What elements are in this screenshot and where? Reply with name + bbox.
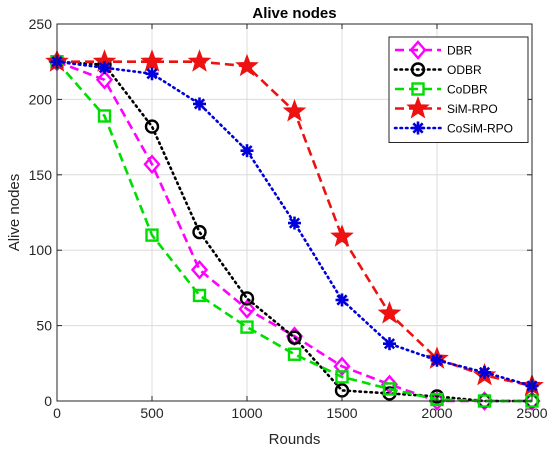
x-tick-label: 1000 — [231, 405, 262, 421]
series-codbr — [50, 55, 539, 408]
data-point-codbr — [97, 109, 112, 123]
legend-marker-dbr — [409, 40, 427, 60]
legend-marker-cosim-rpo — [411, 121, 425, 135]
x-axis-label: Rounds — [269, 431, 321, 448]
data-point-codbr — [287, 347, 302, 361]
legend-entry-dbr: DBR — [395, 40, 473, 60]
data-point-cosim-rpo — [383, 337, 396, 351]
legend-label-sim-rpo: SiM-RPO — [447, 102, 498, 116]
x-tick-label: 500 — [140, 405, 164, 421]
x-tick-label: 2500 — [516, 405, 547, 421]
y-tick-label: 50 — [36, 318, 52, 334]
chart-title: Alive nodes — [252, 5, 336, 22]
data-point-sim-rpo — [140, 49, 164, 72]
legend-entry-cosim-rpo: CoSiM-RPO — [393, 121, 513, 136]
data-point-dbr — [143, 154, 161, 175]
data-point-cosim-rpo — [145, 67, 159, 81]
plot-border — [56, 23, 533, 402]
data-point-sim-rpo — [377, 301, 402, 324]
y-tick-label: 150 — [29, 167, 53, 183]
data-point-sim-rpo — [330, 224, 354, 247]
x-tick-label: 2000 — [421, 405, 452, 421]
series-line-codbr — [56, 60, 532, 403]
data-point-cosim-rpo — [335, 293, 349, 307]
data-point-cosim-rpo — [288, 216, 301, 230]
legend-entry-odbr: ODBR — [393, 62, 482, 77]
data-point-sim-rpo — [187, 49, 212, 72]
data-point-dbr — [380, 374, 399, 395]
legend-marker-codbr — [411, 82, 425, 96]
data-point-dbr — [333, 356, 351, 377]
data-point-cosim-rpo — [430, 353, 444, 367]
legend-label-cosim-rpo: CoSiM-RPO — [447, 122, 513, 136]
data-point-codbr — [192, 288, 207, 303]
y-tick-label: 100 — [29, 242, 53, 258]
data-point-codbr — [240, 320, 254, 334]
data-point-codbr — [430, 392, 444, 407]
legend-label-codbr: CoDBR — [447, 83, 488, 97]
y-tick-label: 250 — [29, 16, 53, 32]
legend-label-dbr: DBR — [447, 44, 473, 58]
data-point-odbr — [239, 291, 255, 306]
y-axis-label: Alive nodes — [6, 174, 23, 252]
legend-label-odbr: ODBR — [447, 63, 482, 77]
data-point-sim-rpo — [282, 99, 307, 122]
data-point-cosim-rpo — [240, 144, 254, 158]
y-tick-label: 200 — [29, 91, 53, 107]
data-point-codbr — [335, 370, 349, 384]
x-tick-label: 1500 — [326, 405, 357, 421]
data-point-dbr — [190, 259, 209, 280]
series-line-odbr — [55, 60, 534, 403]
y-tick-label: 0 — [44, 393, 52, 409]
legend: DBR ODBR CoDBR SiM-RPO CoSiM-RPO — [388, 36, 529, 143]
data-point-sim-rpo — [235, 53, 259, 77]
legend-entry-sim-rpo: SiM-RPO — [395, 96, 498, 119]
ticks: 0 500 1000 1500 2000 2500 0 50 100 150 200 250 — [29, 16, 548, 421]
data-point-odbr — [192, 224, 207, 240]
data-point-cosim-rpo — [478, 365, 491, 379]
data-point-codbr — [382, 382, 397, 396]
data-point-dbr — [238, 299, 256, 319]
data-point-codbr — [145, 228, 159, 242]
data-point-odbr — [144, 119, 160, 134]
data-point-odbr — [287, 330, 302, 345]
data-point-cosim-rpo — [193, 97, 206, 111]
legend-marker-sim-rpo — [406, 96, 430, 119]
legend-entry-codbr: CoDBR — [395, 82, 488, 97]
legend-marker-odbr — [410, 62, 426, 77]
data-point-dbr — [95, 69, 114, 90]
x-tick-label: 0 — [53, 405, 61, 421]
data-point-cosim-rpo — [98, 61, 111, 75]
